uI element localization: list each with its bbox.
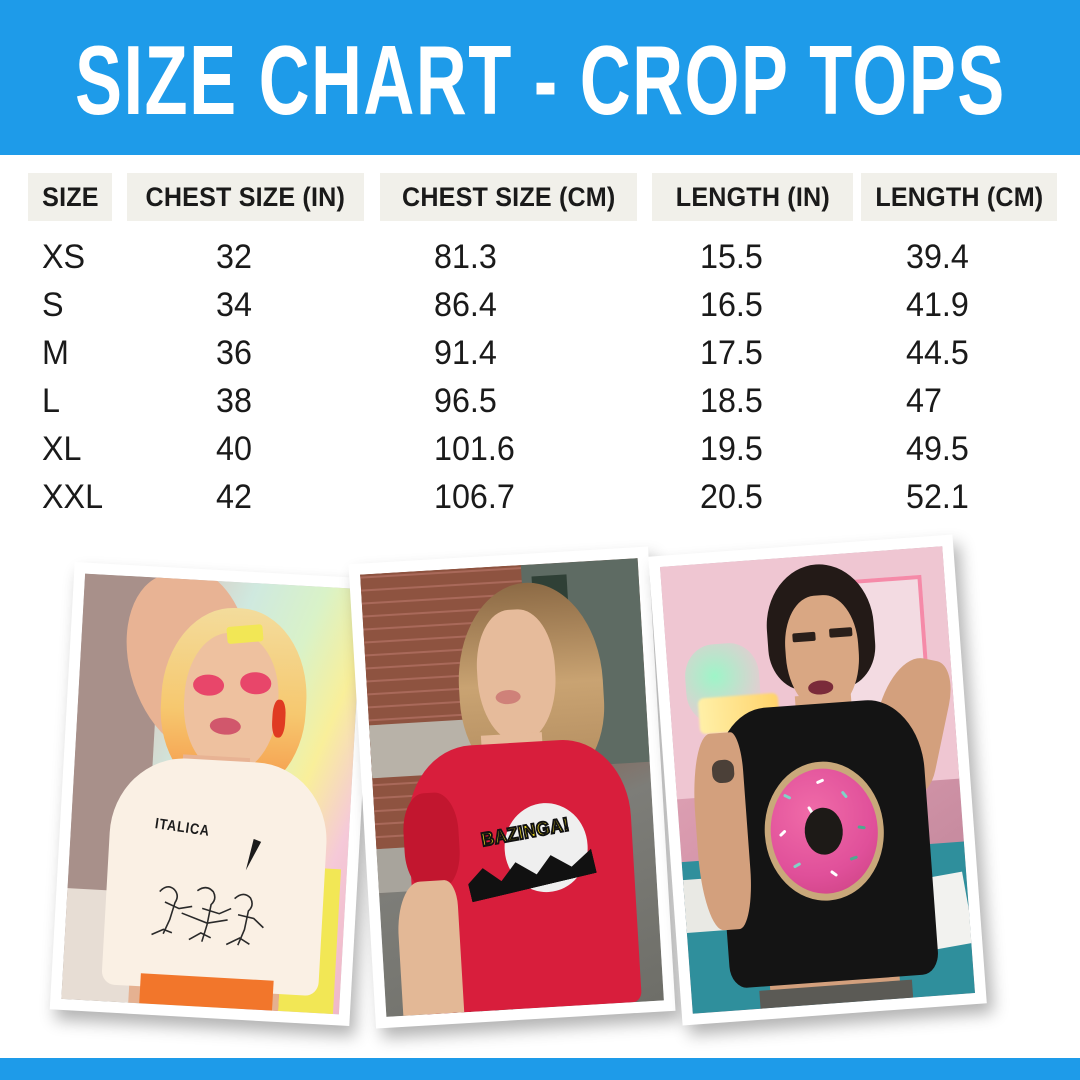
cell-length-cm: 49.5 (906, 429, 969, 468)
cell-chest-cm: 81.3 (434, 237, 497, 276)
column-header-length-in: LENGTH (IN) (652, 173, 853, 221)
cell-length-in: 15.5 (700, 237, 763, 276)
cell-length-cm: 47 (906, 381, 942, 420)
table-row: XXL 42 106.7 20.5 52.1 (0, 473, 1080, 521)
table-row: M 36 91.4 17.5 44.5 (0, 329, 1080, 377)
column-header-length-cm: LENGTH (CM) (861, 173, 1057, 221)
cell-size: XS (42, 237, 86, 276)
photo-italica: ITALICA (49, 561, 375, 1027)
cell-length-in: 17.5 (700, 333, 763, 372)
photo-donut-image (659, 546, 976, 1014)
cell-chest-in: 32 (216, 237, 252, 276)
cell-chest-in: 34 (216, 285, 252, 324)
cell-size: L (42, 381, 60, 420)
cell-length-cm: 39.4 (906, 237, 969, 276)
photo-bazinga: BAZINGA! (348, 546, 676, 1029)
cell-chest-in: 38 (216, 381, 252, 420)
cell-chest-cm: 96.5 (434, 381, 497, 420)
cell-chest-cm: 101.6 (434, 429, 515, 468)
cell-chest-in: 36 (216, 333, 252, 372)
table-row: XS 32 81.3 15.5 39.4 (0, 233, 1080, 281)
cell-size: XXL (42, 477, 104, 516)
band-lineart-graphic (136, 858, 286, 968)
size-chart-table: SIZE CHEST SIZE (IN) CHEST SIZE (CM) LEN… (0, 155, 1080, 545)
cell-length-in: 20.5 (700, 477, 763, 516)
table-header-row: SIZE CHEST SIZE (IN) CHEST SIZE (CM) LEN… (0, 173, 1080, 221)
table-row: S 34 86.4 16.5 41.9 (0, 281, 1080, 329)
cell-chest-cm: 86.4 (434, 285, 497, 324)
cell-length-in: 16.5 (700, 285, 763, 324)
donut-graphic (759, 757, 889, 905)
cell-chest-cm: 106.7 (434, 477, 515, 516)
footer-bar (0, 1058, 1080, 1080)
page-title: SIZE CHART - CROP TOPS (74, 24, 1006, 135)
cell-chest-in: 42 (216, 477, 252, 516)
column-header-chest-in: CHEST SIZE (IN) (127, 173, 364, 221)
photo-donut (648, 534, 987, 1026)
title-bar: SIZE CHART - CROP TOPS (0, 0, 1080, 155)
cell-length-in: 19.5 (700, 429, 763, 468)
photo-italica-image: ITALICA (61, 573, 363, 1015)
column-header-size: SIZE (28, 173, 112, 221)
cell-chest-cm: 91.4 (434, 333, 497, 372)
cell-chest-in: 40 (216, 429, 252, 468)
column-header-chest-cm: CHEST SIZE (CM) (380, 173, 637, 221)
table-row: L 38 96.5 18.5 47 (0, 377, 1080, 425)
cell-size: M (42, 333, 69, 372)
cell-size: XL (42, 429, 82, 468)
photo-bazinga-image: BAZINGA! (360, 558, 664, 1017)
table-row: XL 40 101.6 19.5 49.5 (0, 425, 1080, 473)
cell-length-cm: 41.9 (906, 285, 969, 324)
cell-length-cm: 52.1 (906, 477, 969, 516)
photo-collage: ITALICA (0, 534, 1080, 1045)
cell-size: S (42, 285, 64, 324)
cell-length-cm: 44.5 (906, 333, 969, 372)
cell-length-in: 18.5 (700, 381, 763, 420)
